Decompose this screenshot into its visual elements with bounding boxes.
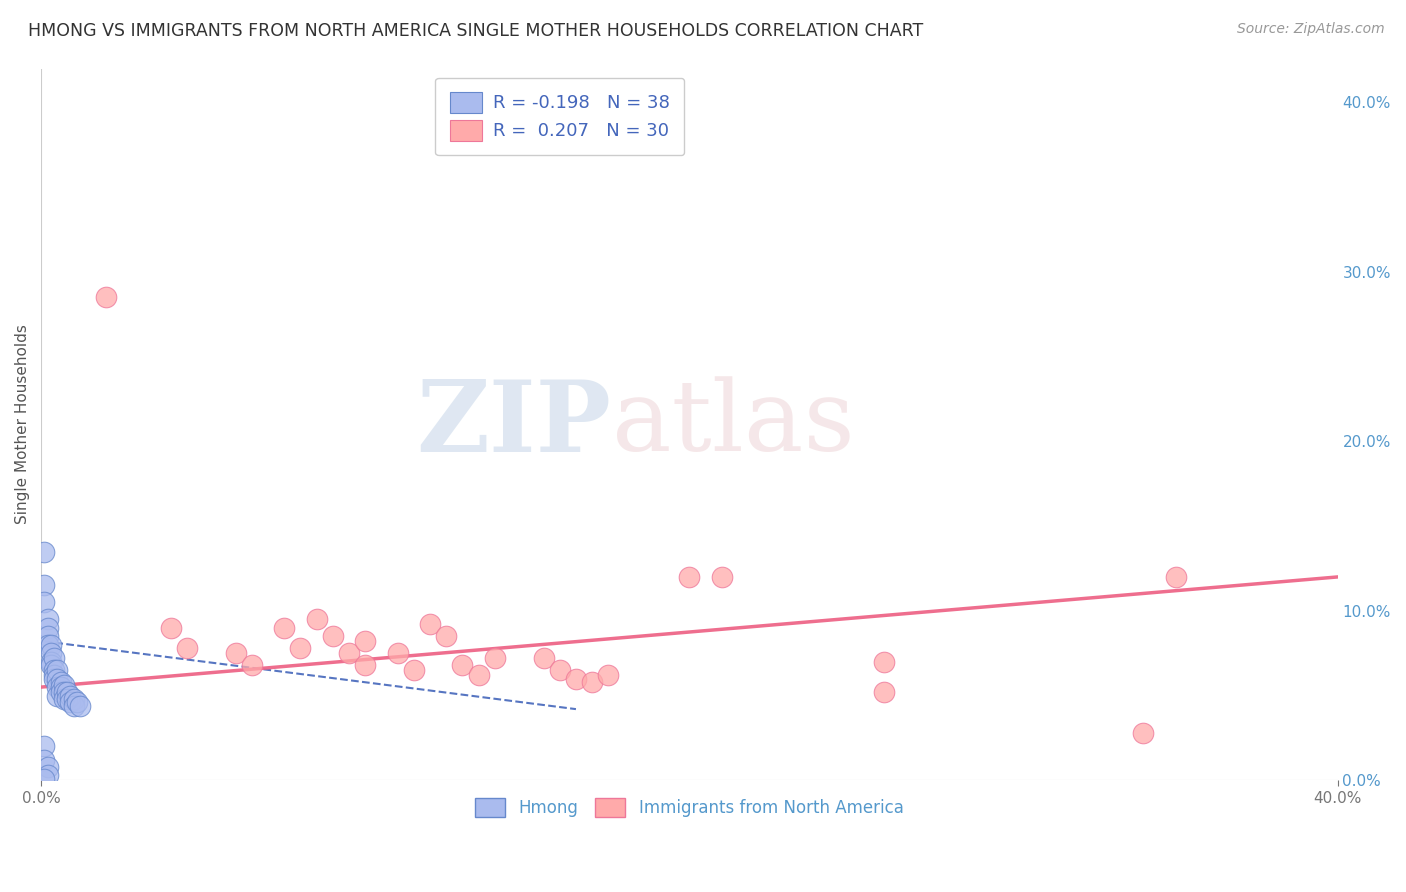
Point <box>52 678 75 692</box>
Point <box>305 612 328 626</box>
Point <box>46 689 69 703</box>
Point <box>34 544 56 558</box>
Point <box>354 658 377 673</box>
Point <box>337 646 360 660</box>
Point <box>354 634 377 648</box>
Point <box>69 698 91 713</box>
Point <box>273 621 295 635</box>
Point <box>240 658 263 673</box>
Point <box>565 672 588 686</box>
Point <box>66 695 89 709</box>
Point <box>56 685 79 699</box>
Point <box>37 621 59 635</box>
Point <box>39 638 62 652</box>
Point <box>52 692 75 706</box>
Point <box>42 663 65 677</box>
Point <box>62 698 84 713</box>
Point <box>678 570 700 584</box>
Point <box>39 658 62 673</box>
Text: ZIP: ZIP <box>416 376 612 473</box>
Point <box>451 658 474 673</box>
Point <box>49 680 72 694</box>
Point <box>37 612 59 626</box>
Text: Source: ZipAtlas.com: Source: ZipAtlas.com <box>1237 22 1385 37</box>
Point <box>548 663 571 677</box>
Point <box>1132 726 1154 740</box>
Point <box>34 772 56 786</box>
Point <box>46 663 69 677</box>
Point <box>39 655 62 669</box>
Point <box>34 578 56 592</box>
Text: HMONG VS IMMIGRANTS FROM NORTH AMERICA SINGLE MOTHER HOUSEHOLDS CORRELATION CHAR: HMONG VS IMMIGRANTS FROM NORTH AMERICA S… <box>28 22 924 40</box>
Point <box>387 646 409 660</box>
Point <box>52 685 75 699</box>
Point <box>402 663 425 677</box>
Point <box>290 641 312 656</box>
Point <box>37 638 59 652</box>
Point <box>176 641 198 656</box>
Point <box>484 651 506 665</box>
Point <box>94 290 117 304</box>
Point <box>49 675 72 690</box>
Point <box>34 595 56 609</box>
Y-axis label: Single Mother Households: Single Mother Households <box>15 325 30 524</box>
Point <box>467 668 489 682</box>
Point <box>34 739 56 754</box>
Point <box>533 651 555 665</box>
Point <box>710 570 733 584</box>
Point <box>225 646 247 660</box>
Point <box>46 672 69 686</box>
Point <box>59 689 82 703</box>
Point <box>419 617 441 632</box>
Point <box>159 621 181 635</box>
Point <box>1164 570 1187 584</box>
Point <box>62 692 84 706</box>
Point <box>42 668 65 682</box>
Point <box>873 655 896 669</box>
Point <box>37 768 59 782</box>
Point <box>434 629 457 643</box>
Point <box>56 692 79 706</box>
Point <box>873 685 896 699</box>
Point <box>598 668 620 682</box>
Legend: Hmong, Immigrants from North America: Hmong, Immigrants from North America <box>467 789 911 825</box>
Text: atlas: atlas <box>612 376 855 472</box>
Point <box>59 695 82 709</box>
Point <box>39 646 62 660</box>
Point <box>322 629 344 643</box>
Point <box>46 680 69 694</box>
Point <box>581 675 603 690</box>
Point <box>34 753 56 767</box>
Point <box>49 685 72 699</box>
Point <box>37 629 59 643</box>
Point <box>42 672 65 686</box>
Point <box>42 651 65 665</box>
Point <box>37 760 59 774</box>
